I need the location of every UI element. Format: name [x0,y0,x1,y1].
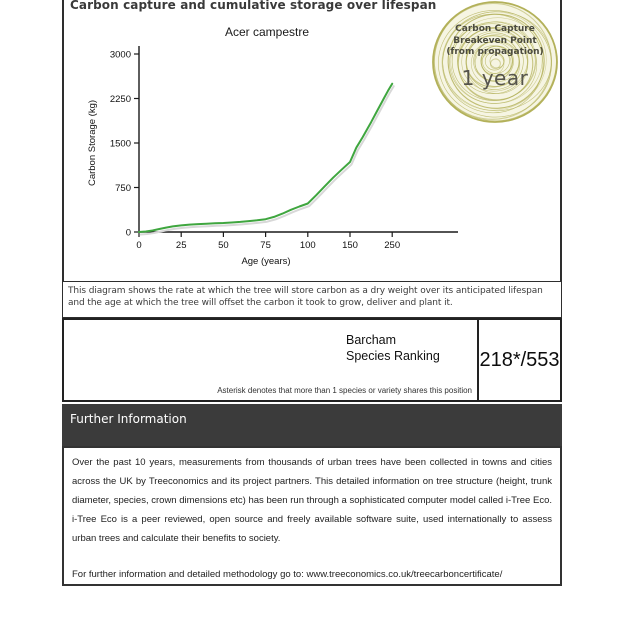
axis-tick-labels: 0 750 1500 2250 3000 0 25 50 75 100 150 250 [110,50,400,252]
badge-line1: Carbon Capture [455,24,535,34]
species-ranking-box: Barcham Species Ranking Asterisk denotes… [62,318,562,402]
y-tick-label: 0 [126,228,131,239]
badge-growth-ring [451,21,536,101]
further-paragraph: Over the past 10 years, measurements fro… [72,457,552,544]
curve-shadow [139,85,395,236]
x-tick-label: 25 [176,240,187,251]
further-information-title: Further Information [70,412,187,426]
ranking-org-line1: Barcham [346,333,397,347]
x-tick-label: 250 [384,240,400,251]
y-tick-label: 2250 [110,94,131,105]
badge-growth-ring [457,27,534,101]
y-axis-label: Carbon Storage (kg) [87,100,98,186]
further-information-box: Over the past 10 years, measurements fro… [62,446,562,586]
ranking-value-cell: 218*/553 [477,320,560,400]
badge-growth-ring [489,53,505,69]
carbon-storage-chart: Acer campestre 0 750 1500 2250 3000 0 25 50 75 10… [87,25,458,267]
badge-growth-ring [457,28,529,95]
x-tick-label: 50 [218,240,229,251]
badge-growth-ring [434,1,557,122]
badge-growth-ring [433,2,552,120]
breakeven-badge: Carbon Capture Breakeven Point (from pro… [430,24,560,90]
x-tick-label: 75 [260,240,271,251]
x-tick-label: 150 [342,240,358,251]
badge-growth-ring [482,48,510,74]
methodology-link-line: For further information and detailed met… [72,569,503,580]
x-axis-label: Age (years) [241,256,290,267]
x-tick-label: 0 [136,240,141,251]
ranking-value: 218*/553 [479,348,560,371]
ranking-org-line2: Species Ranking [346,348,440,363]
badge-growth-ring [470,41,521,87]
badge-growth-ring [461,30,528,92]
ranking-label-cell: Barcham Species Ranking Asterisk denotes… [64,320,477,400]
ranking-footnote: Asterisk denotes that more than 1 specie… [217,386,472,395]
carbon-storage-curve [138,82,394,233]
x-tick-label: 100 [300,240,316,251]
breakeven-value: 1 year [461,65,529,90]
badge-growth-ring [474,45,512,82]
axis-ticks [134,53,393,237]
y-tick-label: 750 [115,183,131,194]
diagram-note-text: This diagram shows the rate at which the… [68,286,543,308]
chart-section: Carbon capture and cumulative storage ov… [62,0,562,281]
badge-line3: (from propagation) [446,47,544,57]
y-tick-label: 3000 [110,50,131,61]
y-tick-label: 1500 [110,139,131,150]
section-title: Carbon capture and cumulative storage ov… [70,0,437,12]
chart-title: Acer campestre [225,25,309,39]
further-information-header: Further Information [62,404,562,446]
diagram-note-box: This diagram shows the rate at which the… [62,281,562,318]
badge-line2: Breakeven Point [453,35,537,46]
badge-growth-ring [473,41,514,81]
ranking-org: Barcham Species Ranking [346,333,477,364]
badge-growth-ring [489,58,501,70]
tree-rings-badge-icon [432,1,558,123]
